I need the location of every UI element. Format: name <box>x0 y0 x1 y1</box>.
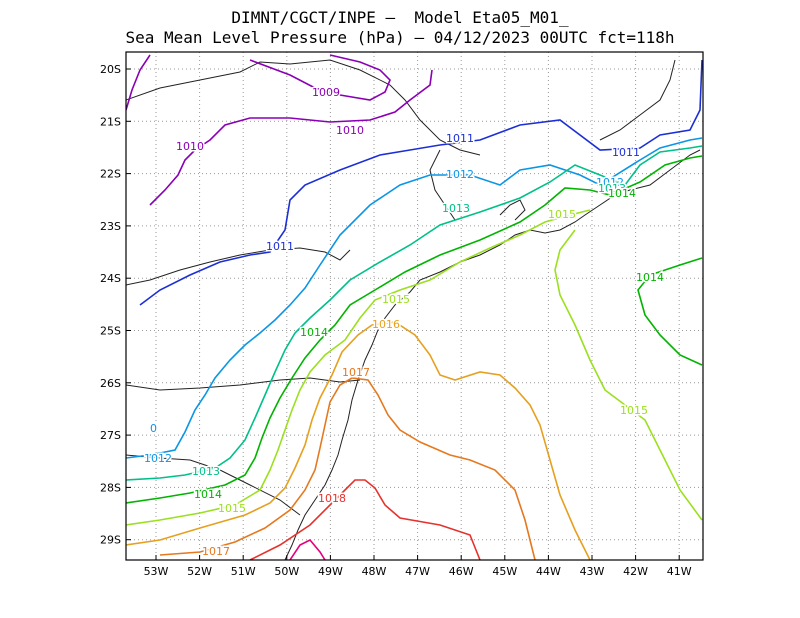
bay-guanabara <box>499 199 526 221</box>
lat-tick-label: 29S <box>100 534 121 547</box>
lon-tick-label: 42W <box>623 565 648 578</box>
lon-tick-label: 52W <box>187 565 212 578</box>
isobar-1009 <box>249 54 391 101</box>
contour-label-1015-d: 1015 <box>620 404 648 417</box>
isobar-1016 <box>126 321 591 560</box>
contour-label-1010-a: 1010 <box>176 140 204 153</box>
lon-tick-label: 49W <box>318 565 343 578</box>
chart-title-line1: DIMNT/CGCT/INPE – Model Eta05_M01_ <box>231 8 569 27</box>
isobar-1013 <box>126 145 703 481</box>
map-frame <box>125 51 704 561</box>
isobar-1015 <box>126 209 591 526</box>
lon-tick-label: 53W <box>144 565 169 578</box>
lon-tick-label: 45W <box>492 565 517 578</box>
contour-label-1014-b: 1014 <box>300 326 328 339</box>
isobar-1011-a <box>139 59 703 306</box>
isobars <box>126 54 703 560</box>
isobar-1014-east <box>637 257 703 366</box>
contour-label-1013-a: 1013 <box>192 465 220 478</box>
isobar-1015-east <box>554 229 703 521</box>
isobar-1019 <box>289 539 326 560</box>
lon-tick-label: 51W <box>231 565 256 578</box>
lat-tick-label: 21S <box>100 115 121 128</box>
lon-tick-label: 41W <box>667 565 692 578</box>
contour-label-1014-d: 1014 <box>636 271 664 284</box>
contour-label-1012-d: 0 <box>150 422 157 435</box>
contour-label-1014-c: 1014 <box>608 187 636 200</box>
contour-label-1011-b: 1011 <box>446 132 474 145</box>
state-border-pr-sc <box>126 377 361 391</box>
contour-label-1017-a: 1017 <box>342 366 370 379</box>
contour-label-1013-c: 1013 <box>598 182 626 195</box>
state-border-sc-rs <box>126 454 301 516</box>
contour-label-1012-b: 1012 <box>446 168 474 181</box>
isobar-1018 <box>249 479 481 560</box>
isobar-1012 <box>126 137 703 459</box>
contour-label-1012-c: 1012 <box>596 176 624 189</box>
contour-label-1015-b: 1015 <box>382 293 410 306</box>
contour-label-1010-b: 1010 <box>336 124 364 137</box>
lat-tick-label: 27S <box>100 429 121 442</box>
lon-tick-label: 46W <box>449 565 474 578</box>
isobar-1010-b <box>149 69 433 206</box>
contour-label-1017-b: 1017 <box>202 545 230 558</box>
contour-label-1015-a: 1015 <box>218 502 246 515</box>
contour-label-1012-a: 1012 <box>144 452 172 465</box>
chart-title-line2: Sea Mean Level Pressure (hPa) – 04/12/20… <box>125 28 675 47</box>
contour-label-1011-c: 1011 <box>612 146 640 159</box>
lat-tick-label: 23S <box>100 220 121 233</box>
lon-tick-label: 48W <box>362 565 387 578</box>
lat-tick-label: 26S <box>100 377 121 390</box>
contour-label-1009: 1009 <box>312 86 340 99</box>
lat-tick-label: 20S <box>100 63 121 76</box>
contour-label-1013-b: 1013 <box>442 202 470 215</box>
contour-label-1018: 1018 <box>318 492 346 505</box>
coastline-and-borders <box>126 59 701 560</box>
state-border-sp-pr <box>126 247 351 286</box>
coastline <box>284 149 701 560</box>
isobar-1017 <box>159 377 536 560</box>
lon-tick-label: 44W <box>536 565 561 578</box>
lat-tick-label: 22S <box>100 168 121 181</box>
contour-label-1011-a: 1011 <box>266 240 294 253</box>
grid-lines <box>126 52 703 560</box>
axes: 53W 52W 51W 50W 49W 48W 47W 46W 45W 44W 43W 42W 41W 2… <box>100 63 692 578</box>
lat-tick-label: 25S <box>100 325 121 338</box>
lat-tick-label: 28S <box>100 481 121 494</box>
isobar-1010-a <box>126 54 151 111</box>
state-border-mg-sp <box>126 59 481 156</box>
state-border-rj-sp <box>429 149 456 221</box>
lon-tick-label: 47W <box>405 565 430 578</box>
contour-label-1015-c: 1015 <box>548 208 576 221</box>
contour-label-1014-a: 1014 <box>194 488 222 501</box>
lon-tick-label: 50W <box>274 565 299 578</box>
contour-labels: 1009 1010 1010 1011 1011 1011 1012 1012 … <box>143 85 666 560</box>
isobar-1014 <box>126 155 703 504</box>
state-border-rj <box>599 59 676 141</box>
lat-tick-label: 24S <box>100 272 121 285</box>
lon-tick-label: 43W <box>580 565 605 578</box>
contour-label-1016: 1016 <box>372 318 400 331</box>
